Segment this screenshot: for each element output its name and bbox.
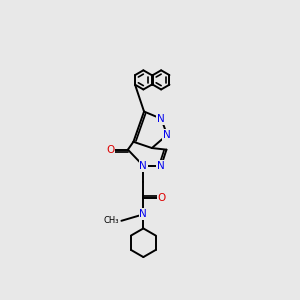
Text: N: N <box>157 161 165 171</box>
Text: N: N <box>140 209 147 219</box>
Text: O: O <box>158 193 166 203</box>
Text: O: O <box>106 145 114 155</box>
Text: CH₃: CH₃ <box>103 216 118 225</box>
Text: N: N <box>163 130 171 140</box>
Text: N: N <box>157 114 165 124</box>
Text: N: N <box>140 161 147 171</box>
